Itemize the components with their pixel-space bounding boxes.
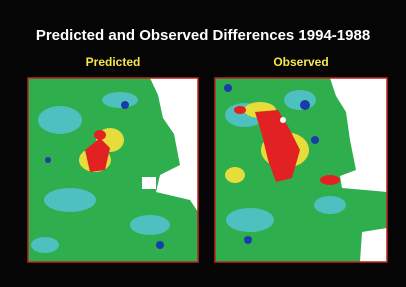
observed-map <box>215 78 387 262</box>
panel-label: Predicted <box>86 55 141 69</box>
title: Predicted and Observed Differences 1994-… <box>36 27 370 44</box>
predicted-map <box>28 78 198 262</box>
figure: Predicted and Observed Differences 1994-… <box>0 0 406 287</box>
panel-label: Observed <box>273 55 328 69</box>
